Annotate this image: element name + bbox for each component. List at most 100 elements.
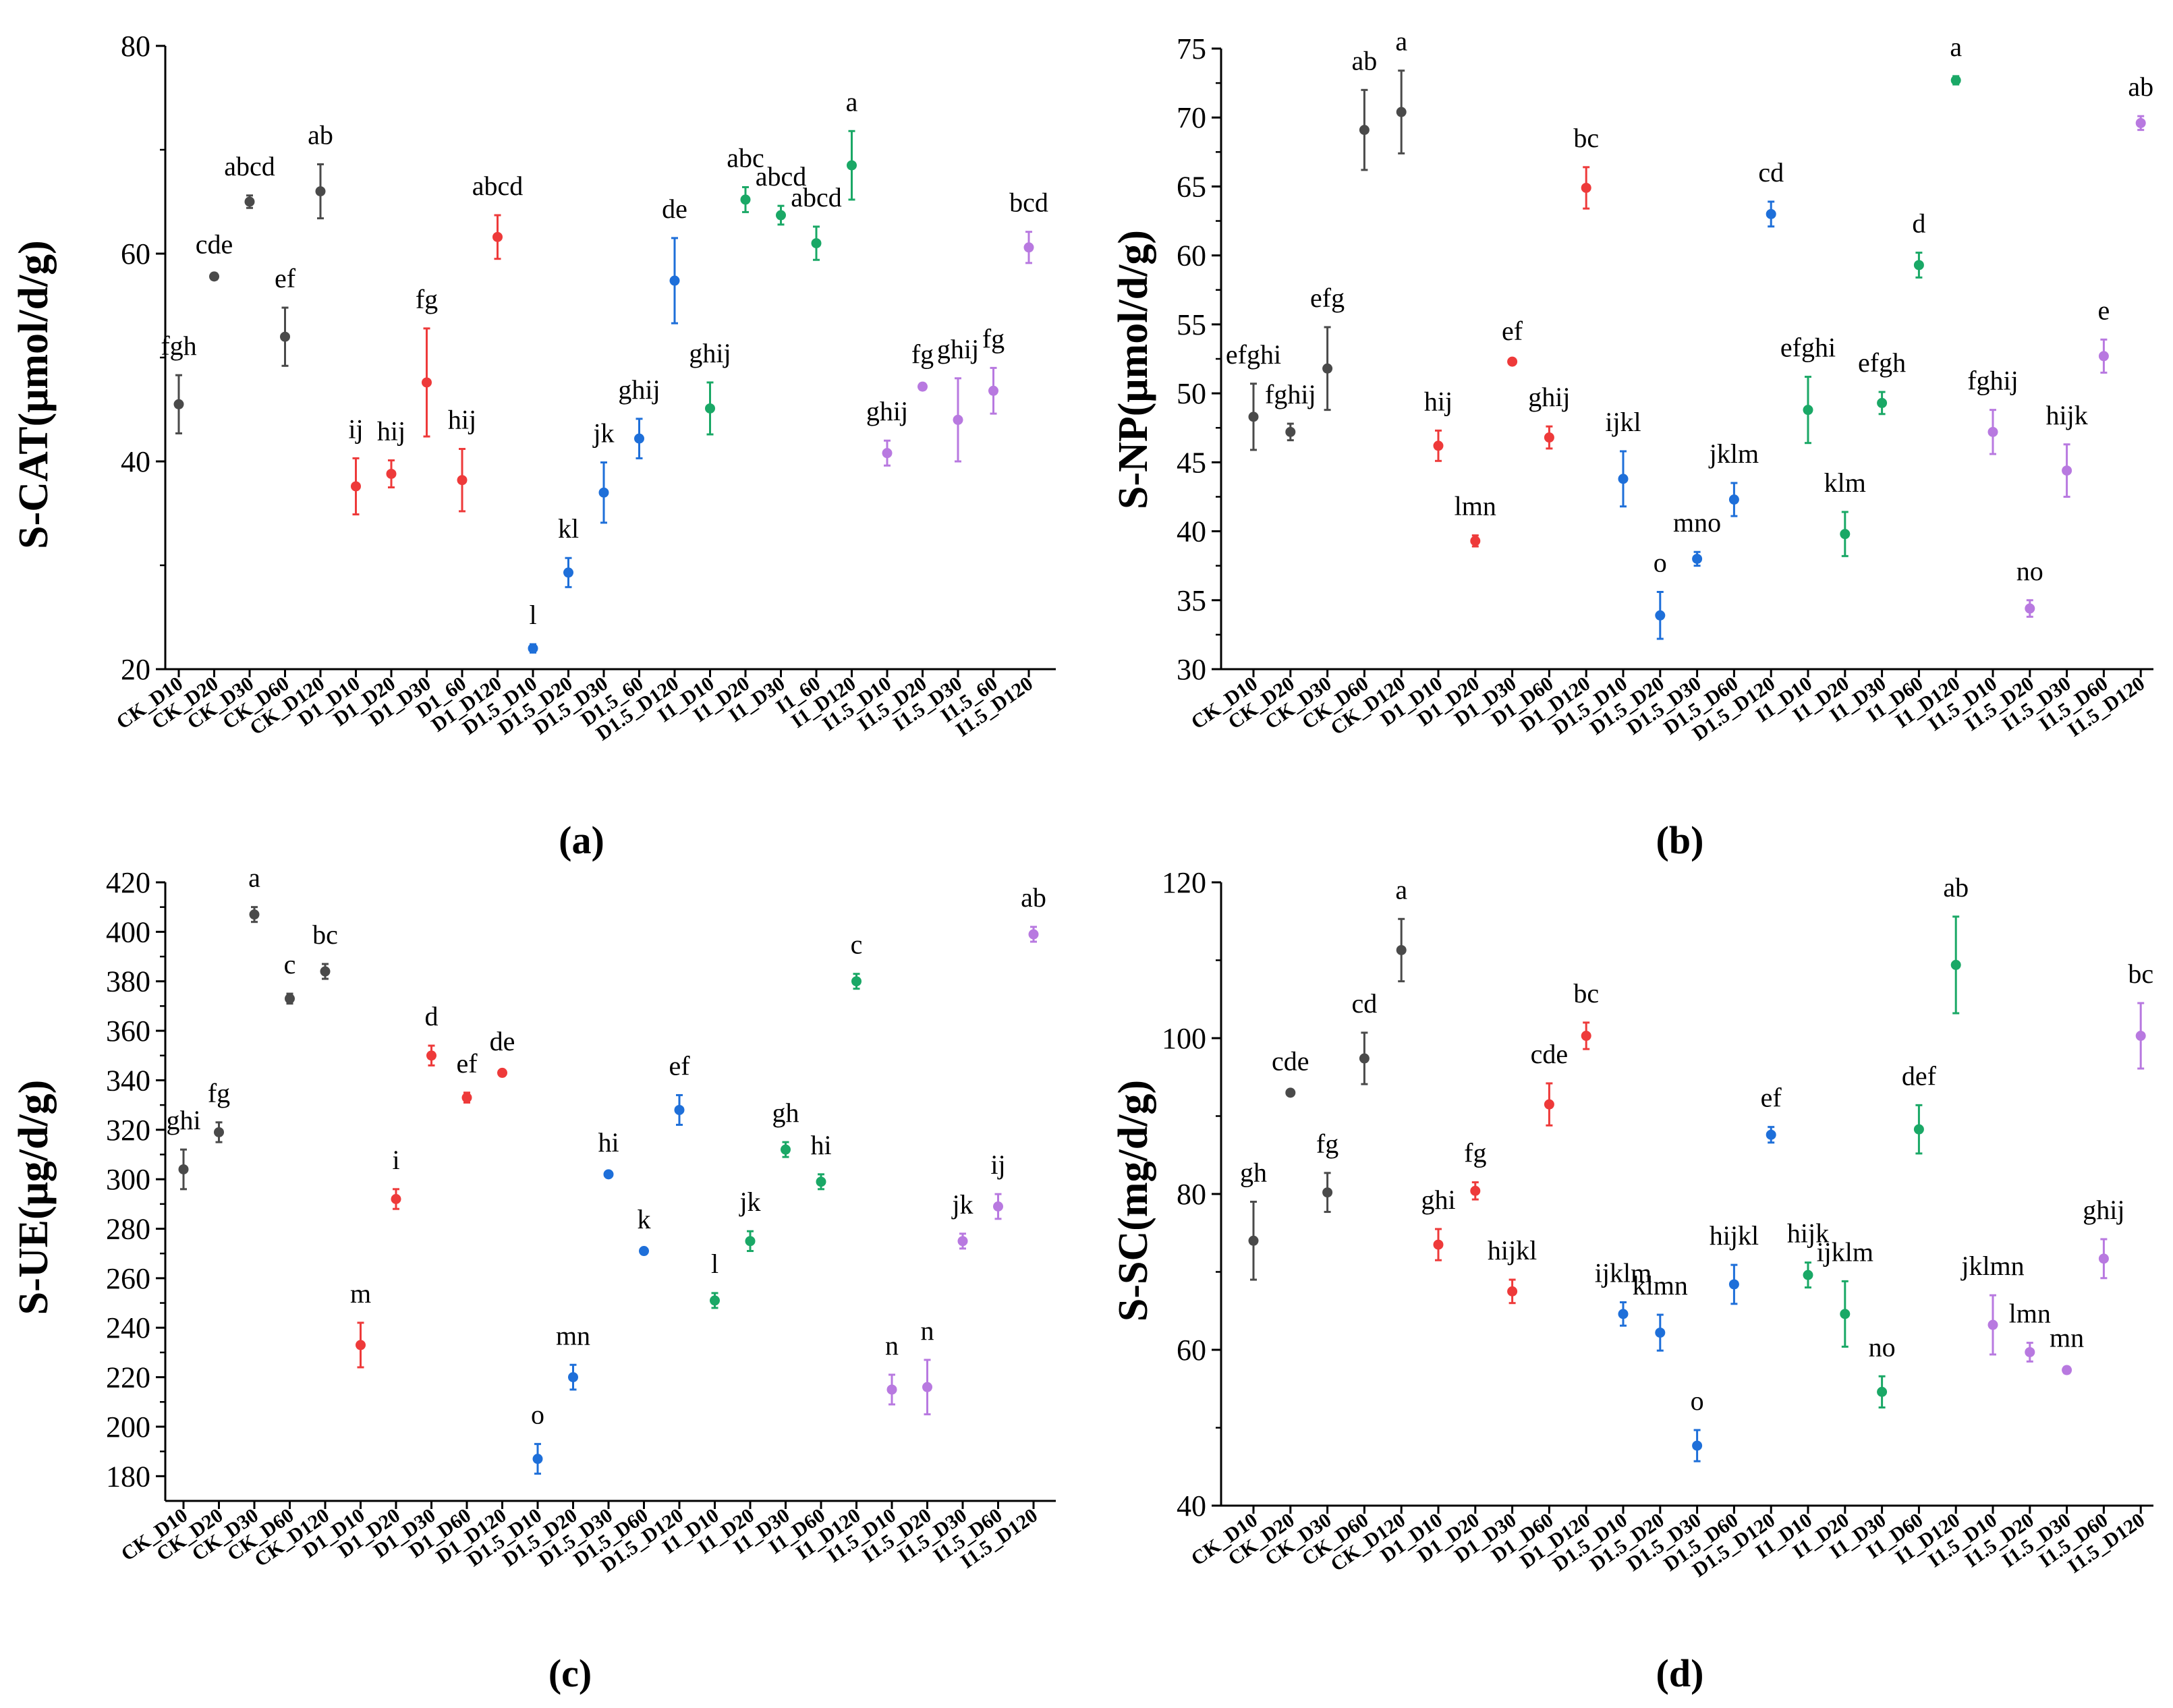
y-tick-label: 360 xyxy=(106,1015,150,1048)
y-tick-label: 75 xyxy=(1177,32,1206,65)
significance-label: fg xyxy=(208,1078,230,1108)
data-point xyxy=(1987,1319,1998,1330)
y-ticks-d: 40 60 80 100 120 xyxy=(1162,866,1221,1522)
data-point xyxy=(2062,465,2072,476)
data-point xyxy=(1692,553,1703,564)
significance-label: l xyxy=(711,1249,718,1279)
data-point xyxy=(315,186,326,197)
y-axis-label-c: S-UE(μg/d/g) xyxy=(11,1080,57,1315)
significance-label: bc xyxy=(1573,123,1599,153)
significance-label: ghij xyxy=(618,374,660,405)
data-marks-d: ghcdefgcdaghifghijklcdebcijklmklmnohijkl… xyxy=(1240,872,2153,1462)
data-point xyxy=(426,1050,436,1061)
significance-label: ef xyxy=(456,1048,478,1079)
data-point xyxy=(1433,1239,1444,1250)
data-point xyxy=(1248,1235,1259,1246)
significance-label: jk xyxy=(592,418,614,449)
data-point xyxy=(922,1382,932,1392)
significance-label: a xyxy=(1395,874,1407,905)
data-point xyxy=(1987,426,1998,437)
y-tick-label: 40 xyxy=(1177,515,1206,548)
y-tick-label: 60 xyxy=(1177,239,1206,273)
data-point xyxy=(2025,1346,2035,1357)
data-point xyxy=(811,238,822,249)
significance-label: mn xyxy=(2050,1322,2084,1353)
data-point xyxy=(209,271,219,282)
significance-label: lmn xyxy=(2009,1299,2051,1329)
data-point xyxy=(1766,208,1776,219)
significance-label: cde xyxy=(1531,1039,1569,1069)
x-tick-labels-a: CK_D10CK_D20CK_D30CK_D60CK_D120D1_D10D1_… xyxy=(113,669,1037,745)
data-point xyxy=(568,1372,578,1383)
data-point xyxy=(1803,405,1813,416)
significance-label: efgh xyxy=(1858,347,1906,378)
significance-label: cd xyxy=(1758,157,1784,188)
data-point xyxy=(634,433,644,444)
data-point xyxy=(1877,397,1888,408)
data-point xyxy=(1581,1031,1591,1042)
significance-label: fg xyxy=(982,323,1005,353)
y-tick-label: 240 xyxy=(106,1311,150,1344)
data-point xyxy=(918,381,928,392)
data-point xyxy=(1766,1129,1776,1140)
x-tick-labels-c: CK_D10CK_D20CK_D30CK_D60CK_D120D1_D10D1_… xyxy=(117,1501,1042,1577)
significance-label: k xyxy=(638,1204,651,1234)
significance-label: fg xyxy=(1464,1138,1486,1168)
data-point xyxy=(356,1340,366,1350)
data-point xyxy=(1359,125,1370,136)
significance-label: bc xyxy=(312,919,338,950)
panel-d: S-SC(mg/d/g) 40 60 80 100 120 CK_D10CK_D20CK… xyxy=(1110,866,2153,1695)
y-tick-label: 320 xyxy=(106,1114,150,1147)
significance-label: gh xyxy=(1240,1158,1267,1188)
significance-label: cde xyxy=(1272,1046,1309,1076)
y-tick-label: 400 xyxy=(106,915,150,948)
significance-label: abcd xyxy=(224,151,275,181)
significance-label: ab xyxy=(1352,45,1378,76)
data-point xyxy=(1396,107,1407,117)
significance-label: ef xyxy=(669,1050,690,1081)
significance-label: hijkl xyxy=(1710,1220,1759,1251)
y-tick-label: 55 xyxy=(1177,308,1206,341)
significance-label: d xyxy=(425,1001,439,1031)
significance-label: jklm xyxy=(1708,438,1759,469)
y-ticks-c: 180 200 220 240 260 280 300 320 340 360 380 400 420 xyxy=(106,866,165,1493)
panel-a: S-CAT(μmol/d/g) 20 40 60 80 CK_D10CK_D20CK_… xyxy=(11,30,1056,862)
data-point xyxy=(1470,536,1481,546)
data-point xyxy=(422,377,432,388)
data-point xyxy=(1950,959,1961,970)
significance-label: ijklm xyxy=(1595,1258,1652,1288)
significance-label: d xyxy=(1912,208,1925,239)
significance-label: ij xyxy=(348,414,363,444)
significance-label: c xyxy=(851,930,863,960)
data-point xyxy=(1618,474,1629,484)
data-point xyxy=(745,1236,756,1247)
y-tick-label: 50 xyxy=(1177,377,1206,410)
data-point xyxy=(532,1454,543,1464)
y-tick-label: 35 xyxy=(1177,584,1206,617)
significance-label: bcd xyxy=(1009,188,1048,218)
significance-label: ab xyxy=(308,120,333,150)
significance-label: a xyxy=(1395,26,1407,57)
data-point xyxy=(563,567,573,578)
y-axis-label-a: S-CAT(μmol/d/g) xyxy=(11,240,57,549)
y-axis-label-d: S-SC(mg/d/g) xyxy=(1110,1080,1156,1321)
significance-label: fg xyxy=(911,339,934,370)
significance-label: ef xyxy=(275,263,296,293)
data-point xyxy=(988,385,998,396)
significance-label: ijkl xyxy=(1605,407,1641,437)
significance-label: ab xyxy=(1943,872,1969,903)
data-point xyxy=(285,993,295,1004)
data-point xyxy=(280,331,290,342)
data-point xyxy=(851,976,862,987)
significance-label: jk xyxy=(951,1189,973,1220)
data-point xyxy=(705,403,715,414)
significance-label: ghij xyxy=(866,396,908,426)
significance-label: hijk xyxy=(2045,400,2087,430)
data-point xyxy=(457,475,468,486)
data-point xyxy=(173,399,184,409)
significance-label: i xyxy=(392,1145,399,1175)
y-tick-label: 200 xyxy=(106,1411,150,1444)
